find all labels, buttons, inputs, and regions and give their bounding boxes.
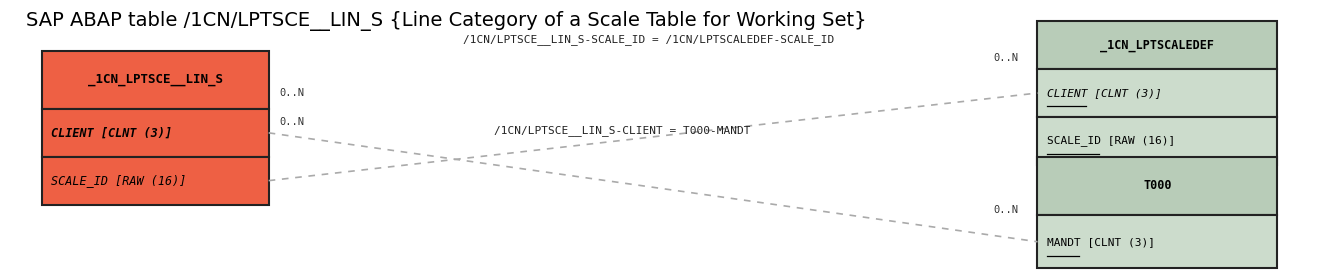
Text: 0..N: 0..N [279,117,304,127]
FancyBboxPatch shape [1037,21,1278,69]
Text: /1CN/LPTSCE__LIN_S-SCALE_ID = /1CN/LPTSCALEDEF-SCALE_ID: /1CN/LPTSCE__LIN_S-SCALE_ID = /1CN/LPTSC… [463,34,835,45]
FancyBboxPatch shape [1037,157,1278,215]
Text: T000: T000 [1143,179,1172,192]
Text: 0..N: 0..N [994,53,1019,63]
Text: 0..N: 0..N [279,88,304,98]
Text: 0..N: 0..N [994,205,1019,215]
Text: SCALE_ID [RAW (16)]: SCALE_ID [RAW (16)] [50,174,187,187]
FancyBboxPatch shape [1037,69,1278,117]
Text: CLIENT [CLNT (3)]: CLIENT [CLNT (3)] [1046,88,1162,98]
FancyBboxPatch shape [1037,117,1278,165]
FancyBboxPatch shape [1037,215,1278,268]
Text: _1CN_LPTSCALEDEF: _1CN_LPTSCALEDEF [1101,39,1215,52]
Text: SAP ABAP table /1CN/LPTSCE__LIN_S {Line Category of a Scale Table for Working Se: SAP ABAP table /1CN/LPTSCE__LIN_S {Line … [26,11,867,31]
Text: /1CN/LPTSCE__LIN_S-CLIENT = T000-MANDT: /1CN/LPTSCE__LIN_S-CLIENT = T000-MANDT [495,125,751,136]
FancyBboxPatch shape [42,50,269,109]
Text: _1CN_LPTSCE__LIN_S: _1CN_LPTSCE__LIN_S [87,73,222,86]
Text: CLIENT [CLNT (3)]: CLIENT [CLNT (3)] [50,126,172,139]
FancyBboxPatch shape [42,157,269,205]
Text: SCALE_ID [RAW (16)]: SCALE_ID [RAW (16)] [1046,135,1175,146]
Text: MANDT [CLNT (3)]: MANDT [CLNT (3)] [1046,237,1155,247]
FancyBboxPatch shape [42,109,269,157]
